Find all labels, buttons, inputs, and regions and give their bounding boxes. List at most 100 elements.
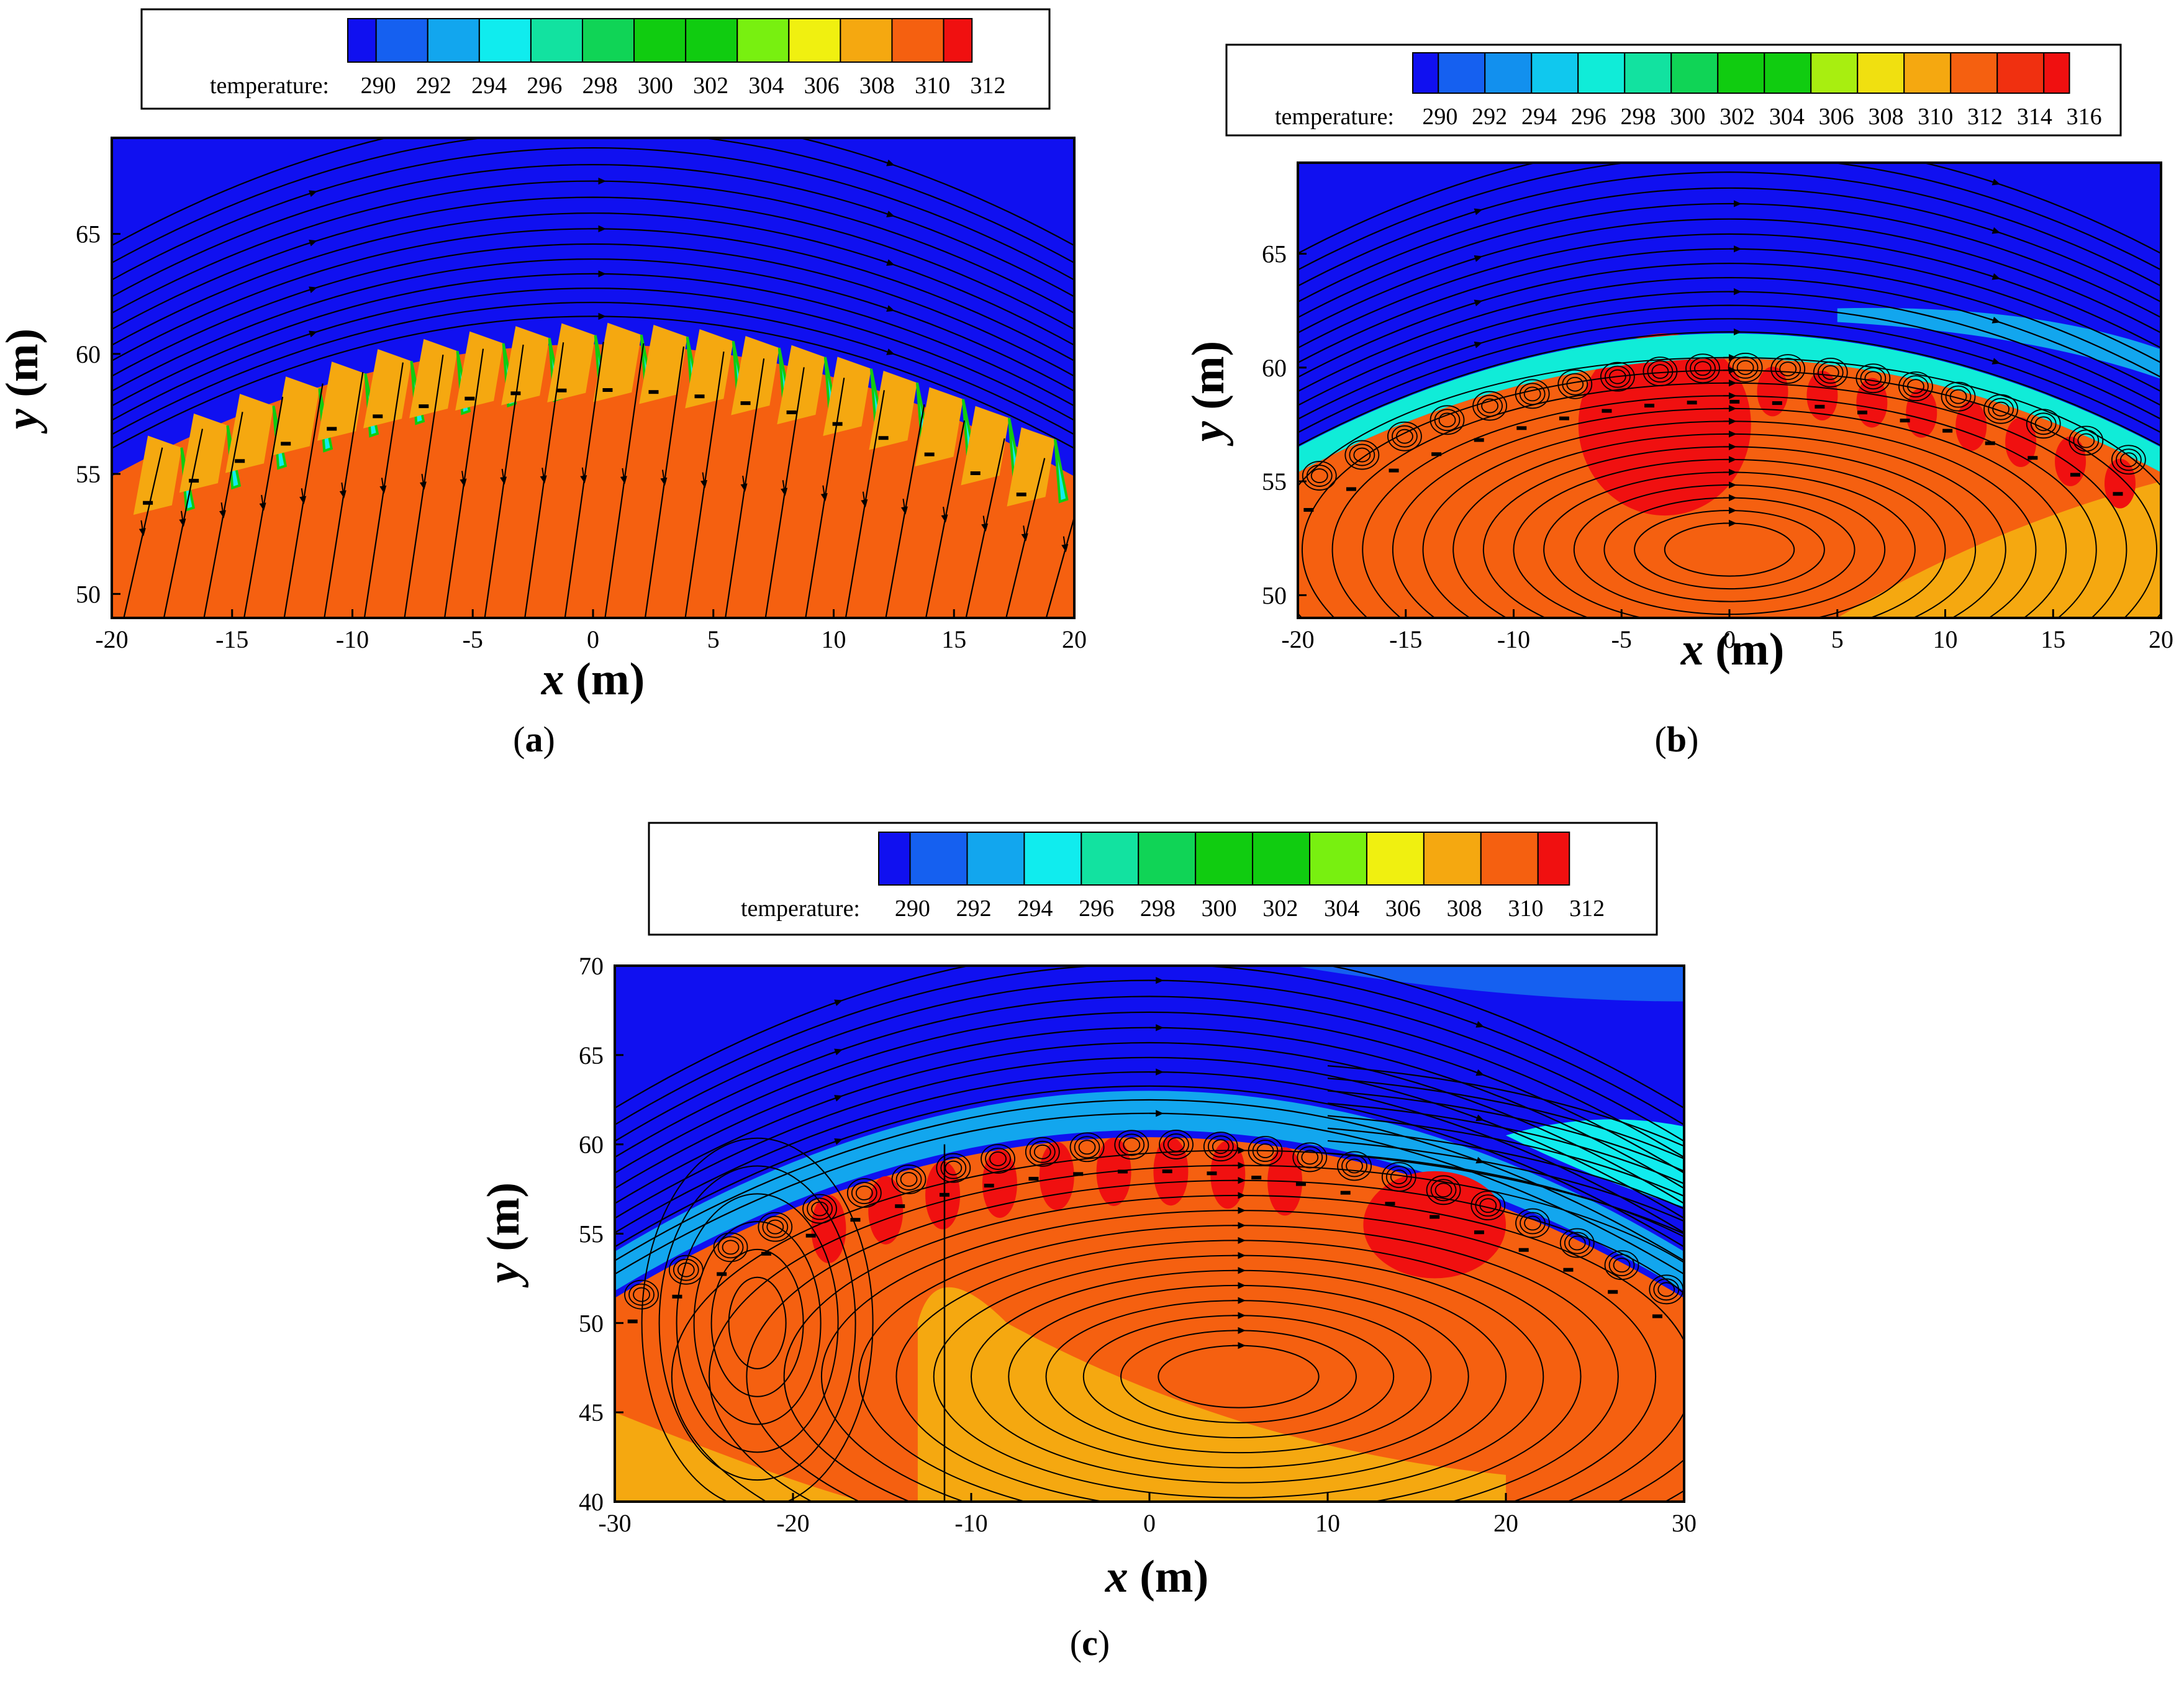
tower-marker-a [189,479,199,483]
eddy-c [673,1258,699,1281]
panel-b: -20 -15 -10 -5 0 5 10 15 20 50 55 60 65 x (m) y (m) tem… [1183,43,2173,760]
y-tick-label-c: 65 [579,1041,604,1069]
edge-a [1054,438,1069,504]
y-axis-title-a: y (m) [0,329,48,434]
eddy-c [1248,1136,1283,1166]
plume-a [363,349,412,429]
eddy-c [722,1240,740,1255]
eddy-b [1685,353,1720,384]
eddy-b [1647,360,1674,383]
plume-a [593,322,641,402]
upper-layer-c [1292,966,1684,1002]
flow-arrow-a [299,488,307,504]
streamline-a [112,273,1074,407]
plume-a [869,371,917,450]
legend-swatch-b [1670,52,1719,94]
streamline-b [1298,276,2161,392]
legend-swatch-c [1480,832,1539,886]
legend-value-b: 316 [2067,104,2102,130]
tower-marker-b [1985,441,1995,445]
flow-arrow-a [881,348,895,355]
flow-arrow-a [379,478,387,494]
streamline-a [112,138,1074,247]
tower-marker-b [1303,508,1314,512]
hot-core-c [1363,1171,1506,1279]
legend-swatch-c [1309,832,1367,886]
legend-value-b: 296 [1571,104,1606,130]
tower-marker-b [1857,411,1867,415]
legend-swatch-c [1366,832,1425,886]
x-tick-label-b: 15 [2041,625,2065,653]
flow-arrow-b [1988,227,2001,234]
plume-a [915,387,963,466]
tower-marker-c [850,1218,861,1222]
eddy-b [1562,373,1588,396]
y-tick-label-a: 50 [76,580,101,608]
legend-value-c: 290 [895,896,930,922]
legend-swatch-a [582,18,635,63]
flow-arrow-b [1988,273,2001,280]
tower-marker-c [1295,1182,1306,1186]
flow-arrow-a [304,190,317,197]
tower-marker-a [235,459,245,463]
eddy-b [1387,421,1422,451]
streamline-a [112,147,1074,281]
eddy-c [713,1232,748,1263]
legend-value-c: 292 [956,896,992,922]
x-tick-label-b: 20 [2149,625,2173,653]
tower-marker-b [1559,416,1569,420]
legend-value-b: 314 [2017,104,2052,130]
eddy-b [1608,369,1626,384]
flow-arrow-a [304,286,317,293]
eddy-c [762,1215,789,1238]
eddy-c [1434,1182,1452,1198]
eddy-b [1992,401,2010,417]
tower-marker-a [878,436,889,440]
streamline-a [112,196,1074,330]
legend-label-a: temperature: [210,73,329,99]
eddy-c [1390,1169,1408,1184]
eddy-c [628,1283,655,1306]
tower-marker-c [1028,1176,1039,1181]
x-tick-label-b: -10 [1497,625,1530,653]
legend-swatch-a [347,18,377,63]
x-tick-label-a: 10 [822,625,846,653]
streamline-c [615,1041,1684,1204]
x-tick-label-c: 10 [1315,1509,1340,1537]
eddy-b [1860,367,1887,390]
eddy-b [1728,352,1763,383]
eddy-c [900,1172,918,1187]
tower-marker-c [672,1294,682,1299]
tower-marker-b [1431,452,1442,456]
eddy-c [1475,1194,1502,1217]
legend-value-a: 302 [693,73,728,99]
flow-arrow-b [1470,208,1483,215]
legend-value-a: 312 [970,73,1005,99]
legend-swatch-a [375,18,428,63]
tower-marker-b [1346,487,1356,491]
eddy-c [1381,1162,1416,1192]
tower-marker-b [1389,468,1399,473]
y-tick-label-b: 50 [1262,581,1287,609]
legend-swatch-b [1717,52,1765,94]
plot-area-a [112,138,1074,618]
plume-a [317,361,366,441]
eddy-b [2119,452,2137,468]
flow-arrow-c [1470,1069,1485,1076]
plume-a [961,406,1009,486]
hot-spot-c [982,1150,1017,1218]
y-tick-label-c: 40 [579,1488,604,1516]
eddy-c [1653,1278,1680,1301]
eddy-b [1302,461,1337,491]
y-tick-label-c: 70 [579,952,604,980]
flow-arrow-a [179,510,186,527]
flow-arrow-a [580,467,587,484]
plume-a [823,356,871,436]
tower-marker-c [717,1272,727,1276]
streamline-b [1298,218,2161,333]
x-tick-label-c: -30 [598,1509,631,1537]
eddy-b [2030,412,2057,435]
streamline-c [615,1112,1684,1275]
streamline-b [1298,233,2161,349]
